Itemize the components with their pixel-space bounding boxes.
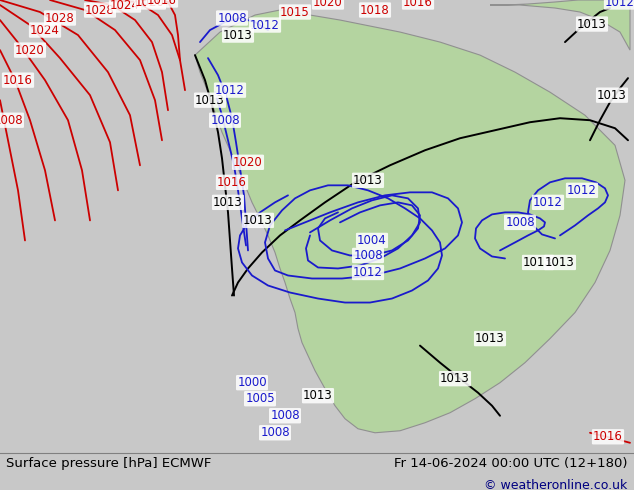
Text: 1020: 1020 [233, 156, 263, 169]
Text: 1016: 1016 [217, 176, 247, 189]
Text: 1008: 1008 [353, 249, 383, 262]
Text: © weatheronline.co.uk: © weatheronline.co.uk [484, 479, 628, 490]
Text: 1008: 1008 [505, 216, 535, 229]
Text: Surface pressure [hPa] ECMWF: Surface pressure [hPa] ECMWF [6, 457, 212, 469]
Text: 1008: 1008 [217, 12, 247, 24]
Text: 1012: 1012 [533, 196, 563, 209]
Text: 1013: 1013 [243, 214, 273, 227]
Text: 1013: 1013 [195, 94, 225, 107]
Polygon shape [490, 0, 630, 50]
Text: 1012: 1012 [250, 19, 280, 31]
Text: 1013: 1013 [475, 332, 505, 345]
Text: 1008: 1008 [270, 409, 300, 422]
Text: 1012: 1012 [215, 84, 245, 97]
Text: 1013: 1013 [545, 256, 575, 269]
Text: 1013: 1013 [440, 372, 470, 385]
Text: 1013: 1013 [353, 174, 383, 187]
Text: 1012: 1012 [605, 0, 634, 8]
Text: 1008: 1008 [0, 114, 23, 127]
Text: 1000: 1000 [237, 376, 267, 389]
Polygon shape [195, 10, 625, 433]
Text: 1012: 1012 [353, 266, 383, 279]
Text: 1012: 1012 [567, 184, 597, 197]
Text: 1016: 1016 [593, 430, 623, 443]
Text: 1028: 1028 [45, 12, 75, 24]
Text: 1013: 1013 [597, 89, 627, 101]
Text: 1016: 1016 [147, 0, 177, 6]
Text: 1013: 1013 [577, 18, 607, 30]
Text: 1013: 1013 [523, 256, 553, 269]
Text: 1020: 1020 [313, 0, 343, 8]
Text: 1008: 1008 [260, 426, 290, 439]
Text: 1028: 1028 [85, 3, 115, 17]
Text: 1005: 1005 [245, 392, 275, 405]
Text: 1004: 1004 [357, 234, 387, 247]
Text: 1020: 1020 [15, 44, 45, 56]
Text: 1016: 1016 [403, 0, 433, 8]
Text: 1013: 1013 [213, 196, 243, 209]
Text: 1016: 1016 [3, 74, 33, 87]
Text: 1020: 1020 [135, 0, 165, 8]
Text: 1008: 1008 [210, 114, 240, 127]
Text: 1015: 1015 [280, 5, 310, 19]
Text: 1013: 1013 [223, 28, 253, 42]
Text: Fr 14-06-2024 00:00 UTC (12+180): Fr 14-06-2024 00:00 UTC (12+180) [394, 457, 628, 469]
Text: 1024: 1024 [30, 24, 60, 37]
Text: 1018: 1018 [360, 3, 390, 17]
Text: 1013: 1013 [303, 389, 333, 402]
Text: 1024: 1024 [110, 0, 140, 11]
